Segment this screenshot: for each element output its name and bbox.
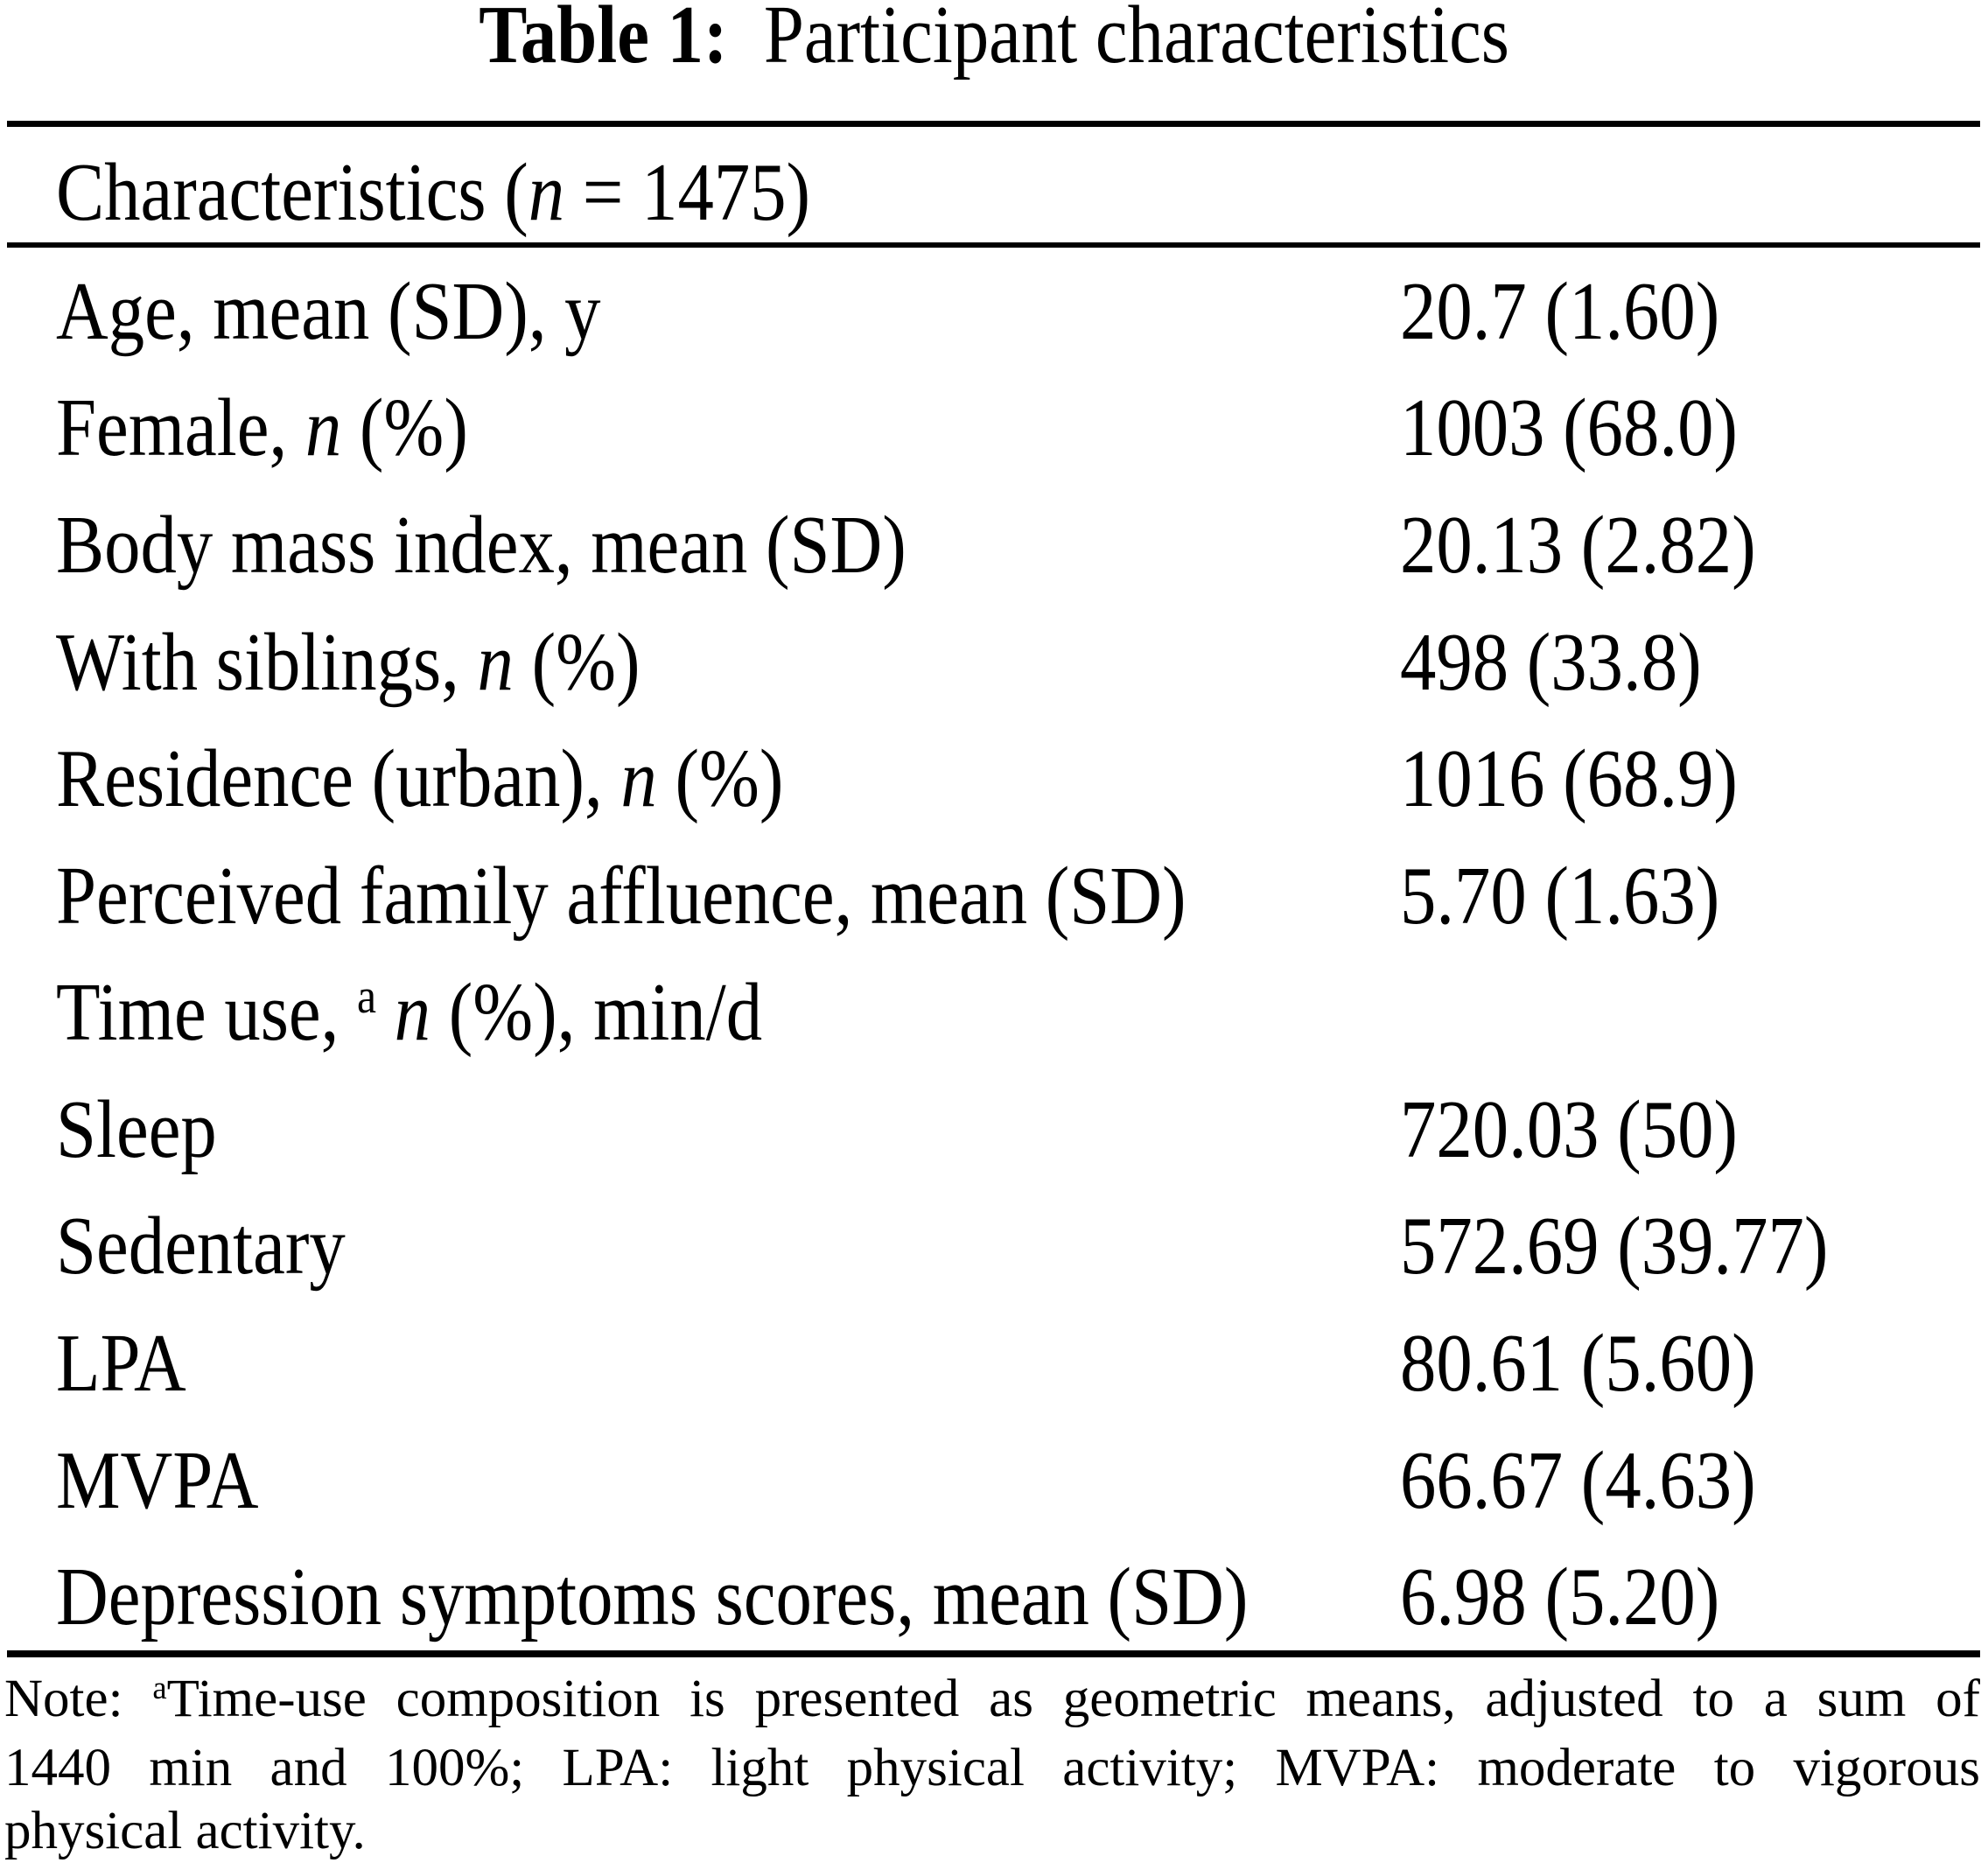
row-label: Age, mean (SD), y [56,265,601,357]
row-value: 1016 (68.9) [1400,733,1738,825]
row-value: 572.69 (39.77) [1400,1201,1829,1292]
row-label: Female, n (%) [56,382,468,474]
row-value: 20.13 (2.82) [1400,499,1756,591]
row-value: 498 (33.8) [1400,616,1702,708]
row-label: LPA [56,1317,186,1409]
row-label: Perceived family affluence, mean (SD) [56,850,1186,942]
row-value: 80.61 (5.60) [1400,1317,1756,1409]
table-row: Depression symptoms scores, mean (SD) 6.… [7,1533,1980,1650]
table-row: Body mass index, mean (SD) 20.13 (2.82) [7,481,1980,599]
table-caption: Table 1: Participant characteristics [0,0,1988,88]
row-label: Time use, a n (%), min/d [56,967,763,1059]
row-value: 5.70 (1.63) [1400,850,1720,942]
footnote-line: Note: aTime-use composition is presented… [4,1669,1980,1728]
row-label: MVPA [56,1434,259,1526]
row-value: 66.67 (4.63) [1400,1434,1756,1526]
row-label: Residence (urban), n (%) [56,733,784,825]
row-label: Body mass index, mean (SD) [56,499,906,591]
table-header-text: Characteristics (n = 1475) [56,147,811,238]
table-row: Age, mean (SD), y 20.7 (1.60) [7,248,1980,365]
row-value: 6.98 (5.20) [1400,1551,1720,1643]
table-header-rule [7,242,1980,248]
table-row: With siblings, n (%) 498 (33.8) [7,599,1980,716]
row-value: 720.03 (50) [1400,1083,1738,1175]
row-value: 1003 (68.0) [1400,382,1738,474]
table-row: Residence (urban), n (%) 1016 (68.9) [7,715,1980,832]
table-caption-text: Table 1: Participant characteristics [479,0,1509,81]
table-row: Perceived family affluence, mean (SD) 5.… [7,832,1980,949]
footnote-line: 1440 min and 100%; LPA: light physical a… [4,1739,1980,1797]
row-label: Depression symptoms scores, mean (SD) [56,1551,1249,1643]
row-label: Sleep [56,1083,217,1175]
table-header-row: Characteristics (n = 1475) [7,127,1980,242]
table-row: Time use, a n (%), min/d [7,949,1980,1066]
row-value: 20.7 (1.60) [1400,265,1720,357]
table-row: Sedentary 572.69 (39.77) [7,1183,1980,1300]
row-label: Sedentary [56,1201,346,1292]
table-bottom-rule [7,1650,1980,1657]
table-row: LPA 80.61 (5.60) [7,1299,1980,1417]
footnote-line: physical activity. [4,1802,366,1860]
table-row: Female, n (%) 1003 (68.0) [7,365,1980,482]
table-row: Sleep 720.03 (50) [7,1066,1980,1183]
table-top-rule [7,121,1980,127]
table-row: MVPA 66.67 (4.63) [7,1417,1980,1534]
row-label: With siblings, n (%) [56,616,640,708]
table-body: Age, mean (SD), y 20.7 (1.60) Female, n … [7,248,1980,1650]
table-footnote: Note: aTime-use composition is presented… [4,1668,1980,1863]
